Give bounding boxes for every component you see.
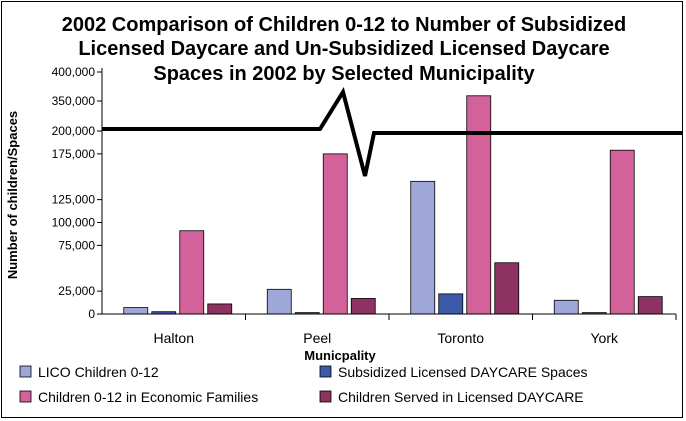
bar-children-0-12-in-economic-families-halton [179,230,205,315]
bar-lico-children-0-12-peel [266,288,292,315]
bar-lico-children-0-12-toronto [410,180,436,315]
legend-label: Subsidized Licensed DAYCARE Spaces [338,364,588,380]
y-tick-label: 125,000 [52,193,96,207]
bar-children-served-in-licensed-daycare-toronto [494,262,520,315]
y-tick-layer: 0 25,000 75,000 100,000 125,000 175,000 200,00… [52,65,102,321]
y-tick-label: 400,000 [52,65,96,79]
chart-title-line-2: Licensed Daycare and Un-Subsidized Licen… [78,38,609,60]
y-tick-label: 350,000 [52,94,96,108]
legend-label: Children 0-12 in Economic Families [38,389,258,405]
bar-children-served-in-licensed-daycare-halton [207,303,233,315]
bar-children-0-12-in-economic-families-toronto [466,95,492,315]
category-label-toronto: Toronto [437,330,484,346]
bar-subsidized-licensed-daycare-spaces-toronto [438,293,464,315]
legend-swatch [19,365,32,378]
bar-children-0-12-in-economic-families-york [609,149,635,315]
bar-children-0-12-in-economic-families-peel [322,153,348,315]
category-label-layer: Halton Peel Toronto York [154,330,619,346]
y-tick-label: 100,000 [52,216,96,230]
legend-label: LICO Children 0-12 [38,364,159,380]
legend-swatch [19,390,32,403]
y-axis-title: Number of children/Spaces [5,111,20,279]
legend: LICO Children 0-12 Subsidized Licensed DA… [19,364,588,405]
y-tick-label: 25,000 [58,284,95,298]
legend-swatch [319,390,332,403]
bars-layer [123,95,677,320]
y-tick-label: 0 [88,307,95,321]
y-tick-label: 175,000 [52,147,96,161]
chart-title-line-3: Spaces in 2002 by Selected Municipality [153,63,535,85]
legend-swatch [319,365,332,378]
category-label-peel: Peel [303,330,331,346]
bar-children-served-in-licensed-daycare-york [637,296,663,315]
y-tick-label: 200,000 [52,124,96,138]
axis-break-upper-line [102,86,682,177]
bar-lico-children-0-12-york [553,299,579,315]
y-tick-label: 75,000 [58,238,95,252]
legend-label: Children Served in Licensed DAYCARE [338,389,584,405]
bar-children-served-in-licensed-daycare-peel [350,298,376,315]
x-axis-title: Municpality [304,348,376,363]
chart-title-line-1: 2002 Comparison of Children 0-12 to Numb… [62,14,627,36]
category-label-halton: Halton [154,330,194,346]
category-label-york: York [590,330,619,346]
bar-lico-children-0-12-halton [123,307,149,315]
